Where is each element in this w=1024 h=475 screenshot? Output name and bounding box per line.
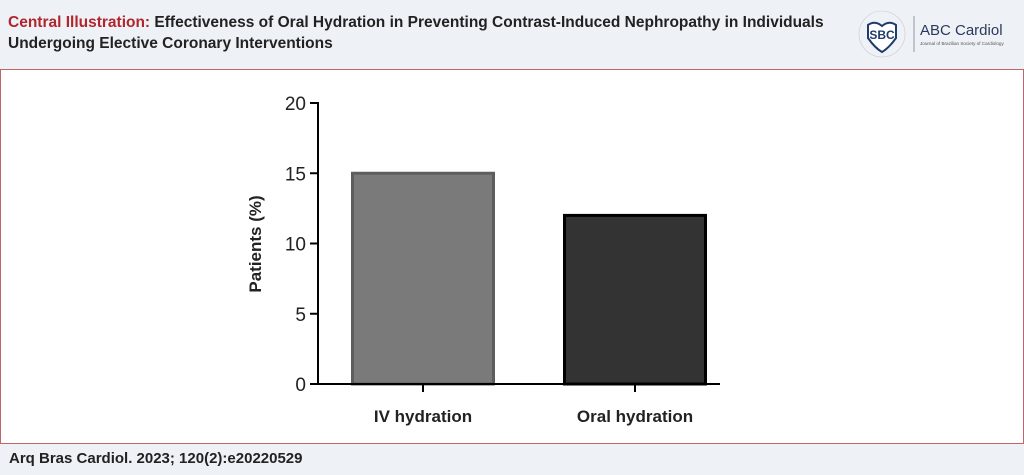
abc-cardiol-logo: SBC ABC Cardiol Journal of Brazilian Soc… <box>858 10 1004 58</box>
x-tick-label: Oral hydration <box>577 407 693 426</box>
y-tick-label: 0 <box>295 375 306 396</box>
y-tick-label: 5 <box>295 305 306 326</box>
x-tick-label: IV hydration <box>374 407 472 426</box>
y-tick-label: 10 <box>285 235 306 256</box>
bar-iv-hydration <box>351 171 495 386</box>
citation: Arq Bras Cardiol. 2023; 120(2):e20220529 <box>9 450 303 467</box>
y-tick-label: 20 <box>285 94 306 115</box>
title-text: Effectiveness of Oral Hydration in Preve… <box>8 14 824 52</box>
title-lead: Central Illustration: <box>8 14 151 31</box>
page-title: Central Illustration: Effectiveness of O… <box>8 12 828 54</box>
sbc-logo-text: SBC <box>869 28 895 42</box>
footer: Arq Bras Cardiol. 2023; 120(2):e20220529 <box>0 443 1024 475</box>
bar-oral-hydration <box>563 213 707 386</box>
y-tick-label: 15 <box>285 164 306 185</box>
journal-name: ABC Cardiol <box>920 22 1003 39</box>
header: Central Illustration: Effectiveness of O… <box>0 0 1024 70</box>
journal-subtitle: Journal of Brazilian Society of Cardiolo… <box>920 41 1004 46</box>
y-axis-label: Patients (%) <box>246 195 265 292</box>
